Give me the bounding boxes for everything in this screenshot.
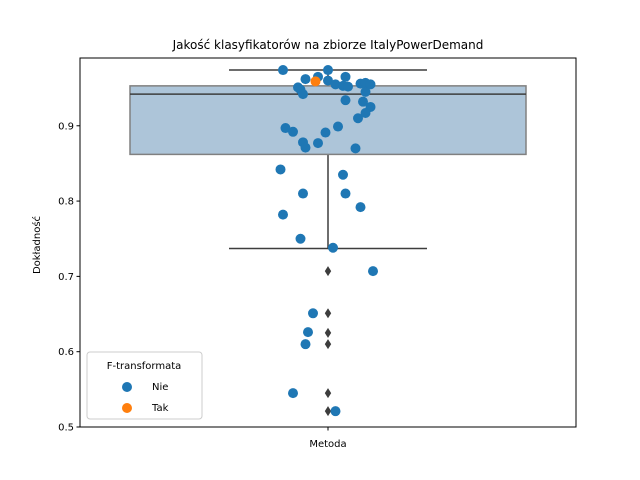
point-nie <box>358 96 368 107</box>
legend-marker-tak <box>122 403 132 413</box>
outlier-marker <box>324 308 332 319</box>
point-tak <box>310 76 321 87</box>
y-tick-label: 0.9 <box>58 121 74 132</box>
point-nie <box>308 308 318 319</box>
point-nie <box>360 86 371 97</box>
y-tick-label: 0.5 <box>58 423 74 434</box>
point-nie <box>298 188 308 199</box>
point-nie <box>300 74 311 85</box>
x-tick-label: Metoda <box>309 439 346 450</box>
outlier-marker <box>324 327 332 338</box>
point-nie <box>278 65 288 76</box>
legend-entry-tak: Tak <box>151 403 169 414</box>
point-nie <box>330 406 341 417</box>
legend-entry-nie: Nie <box>152 382 168 393</box>
point-nie <box>288 388 298 399</box>
point-nie <box>338 169 348 180</box>
y-axis-label: Dokładność <box>31 216 43 274</box>
point-nie <box>330 79 341 90</box>
point-nie <box>340 188 351 199</box>
outlier-marker <box>324 266 332 277</box>
y-tick-label: 0.6 <box>58 347 74 358</box>
y-tick-label: 0.7 <box>58 272 74 283</box>
point-nie <box>333 121 343 132</box>
legend: F-transformata Nie Tak <box>86 351 203 420</box>
point-nie <box>275 164 286 175</box>
outlier-marker <box>324 388 332 399</box>
point-nie <box>353 113 363 124</box>
y-tick-label: 0.8 <box>58 197 74 208</box>
point-nie <box>328 242 338 253</box>
point-nie <box>360 107 371 118</box>
plot-area: 0.5 0.6 0.7 0.8 0.9 <box>58 57 577 434</box>
point-nie <box>340 95 351 106</box>
point-nie <box>343 81 353 92</box>
point-nie <box>288 126 298 137</box>
point-nie <box>300 339 311 350</box>
point-nie <box>350 143 361 154</box>
point-nie <box>323 75 333 86</box>
point-nie <box>365 79 376 90</box>
legend-frame <box>86 351 203 420</box>
point-nie <box>355 202 366 213</box>
point-nie <box>278 209 288 220</box>
point-nie <box>298 89 308 100</box>
iqr-box <box>129 85 527 156</box>
point-nie <box>323 65 333 76</box>
outlier-marker <box>324 406 332 417</box>
point-nie <box>300 142 311 153</box>
chart-title: Jakość klasyfikatorów na zbiorze ItalyPo… <box>172 38 484 52</box>
point-nie <box>303 327 313 338</box>
legend-title: F-transformata <box>107 361 182 372</box>
point-nie <box>368 266 378 277</box>
point-nie <box>340 71 351 82</box>
legend-marker-nie <box>122 382 132 392</box>
point-nie <box>295 233 306 244</box>
outlier-marker <box>324 339 332 350</box>
point-nie <box>280 123 291 134</box>
point-nie <box>320 127 331 138</box>
point-nie <box>313 138 323 149</box>
